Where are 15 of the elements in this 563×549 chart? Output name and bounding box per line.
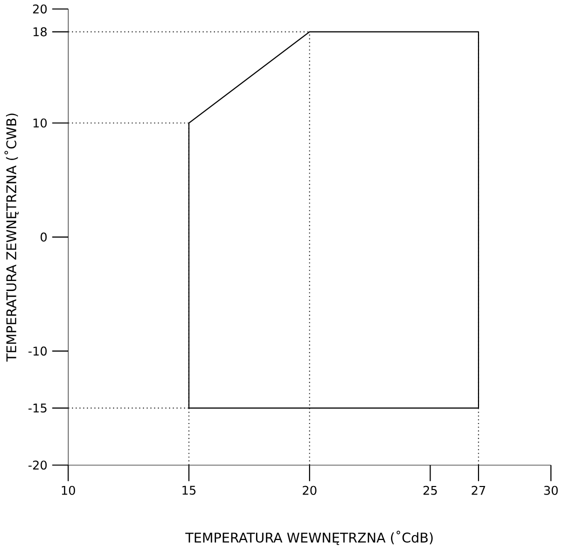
x-axis-title: TEMPERATURA WEWNĘTRZNA (˚CdB) <box>185 530 433 545</box>
x-tick-label: 27 <box>472 486 486 494</box>
x-tick-label: 10 <box>62 486 76 495</box>
y-tick-label: -10 <box>28 346 47 356</box>
y-tick-label: -15 <box>28 403 46 412</box>
y-tick-label: 10 <box>34 118 47 128</box>
y-tick-label: -20 <box>28 460 47 470</box>
x-tick-label: 25 <box>423 486 437 495</box>
y-tick-label: 18 <box>34 27 47 36</box>
x-tick-label: 15 <box>182 486 196 495</box>
x-tick-label: 30 <box>544 486 558 495</box>
y-axis-title: TEMPERATURA ZEWNĘTRZNA (˚CWB) <box>4 113 19 362</box>
x-tick-label: 20 <box>302 486 316 495</box>
y-tick-label: 20 <box>33 4 47 14</box>
y-tick-label: 0 <box>40 232 47 242</box>
